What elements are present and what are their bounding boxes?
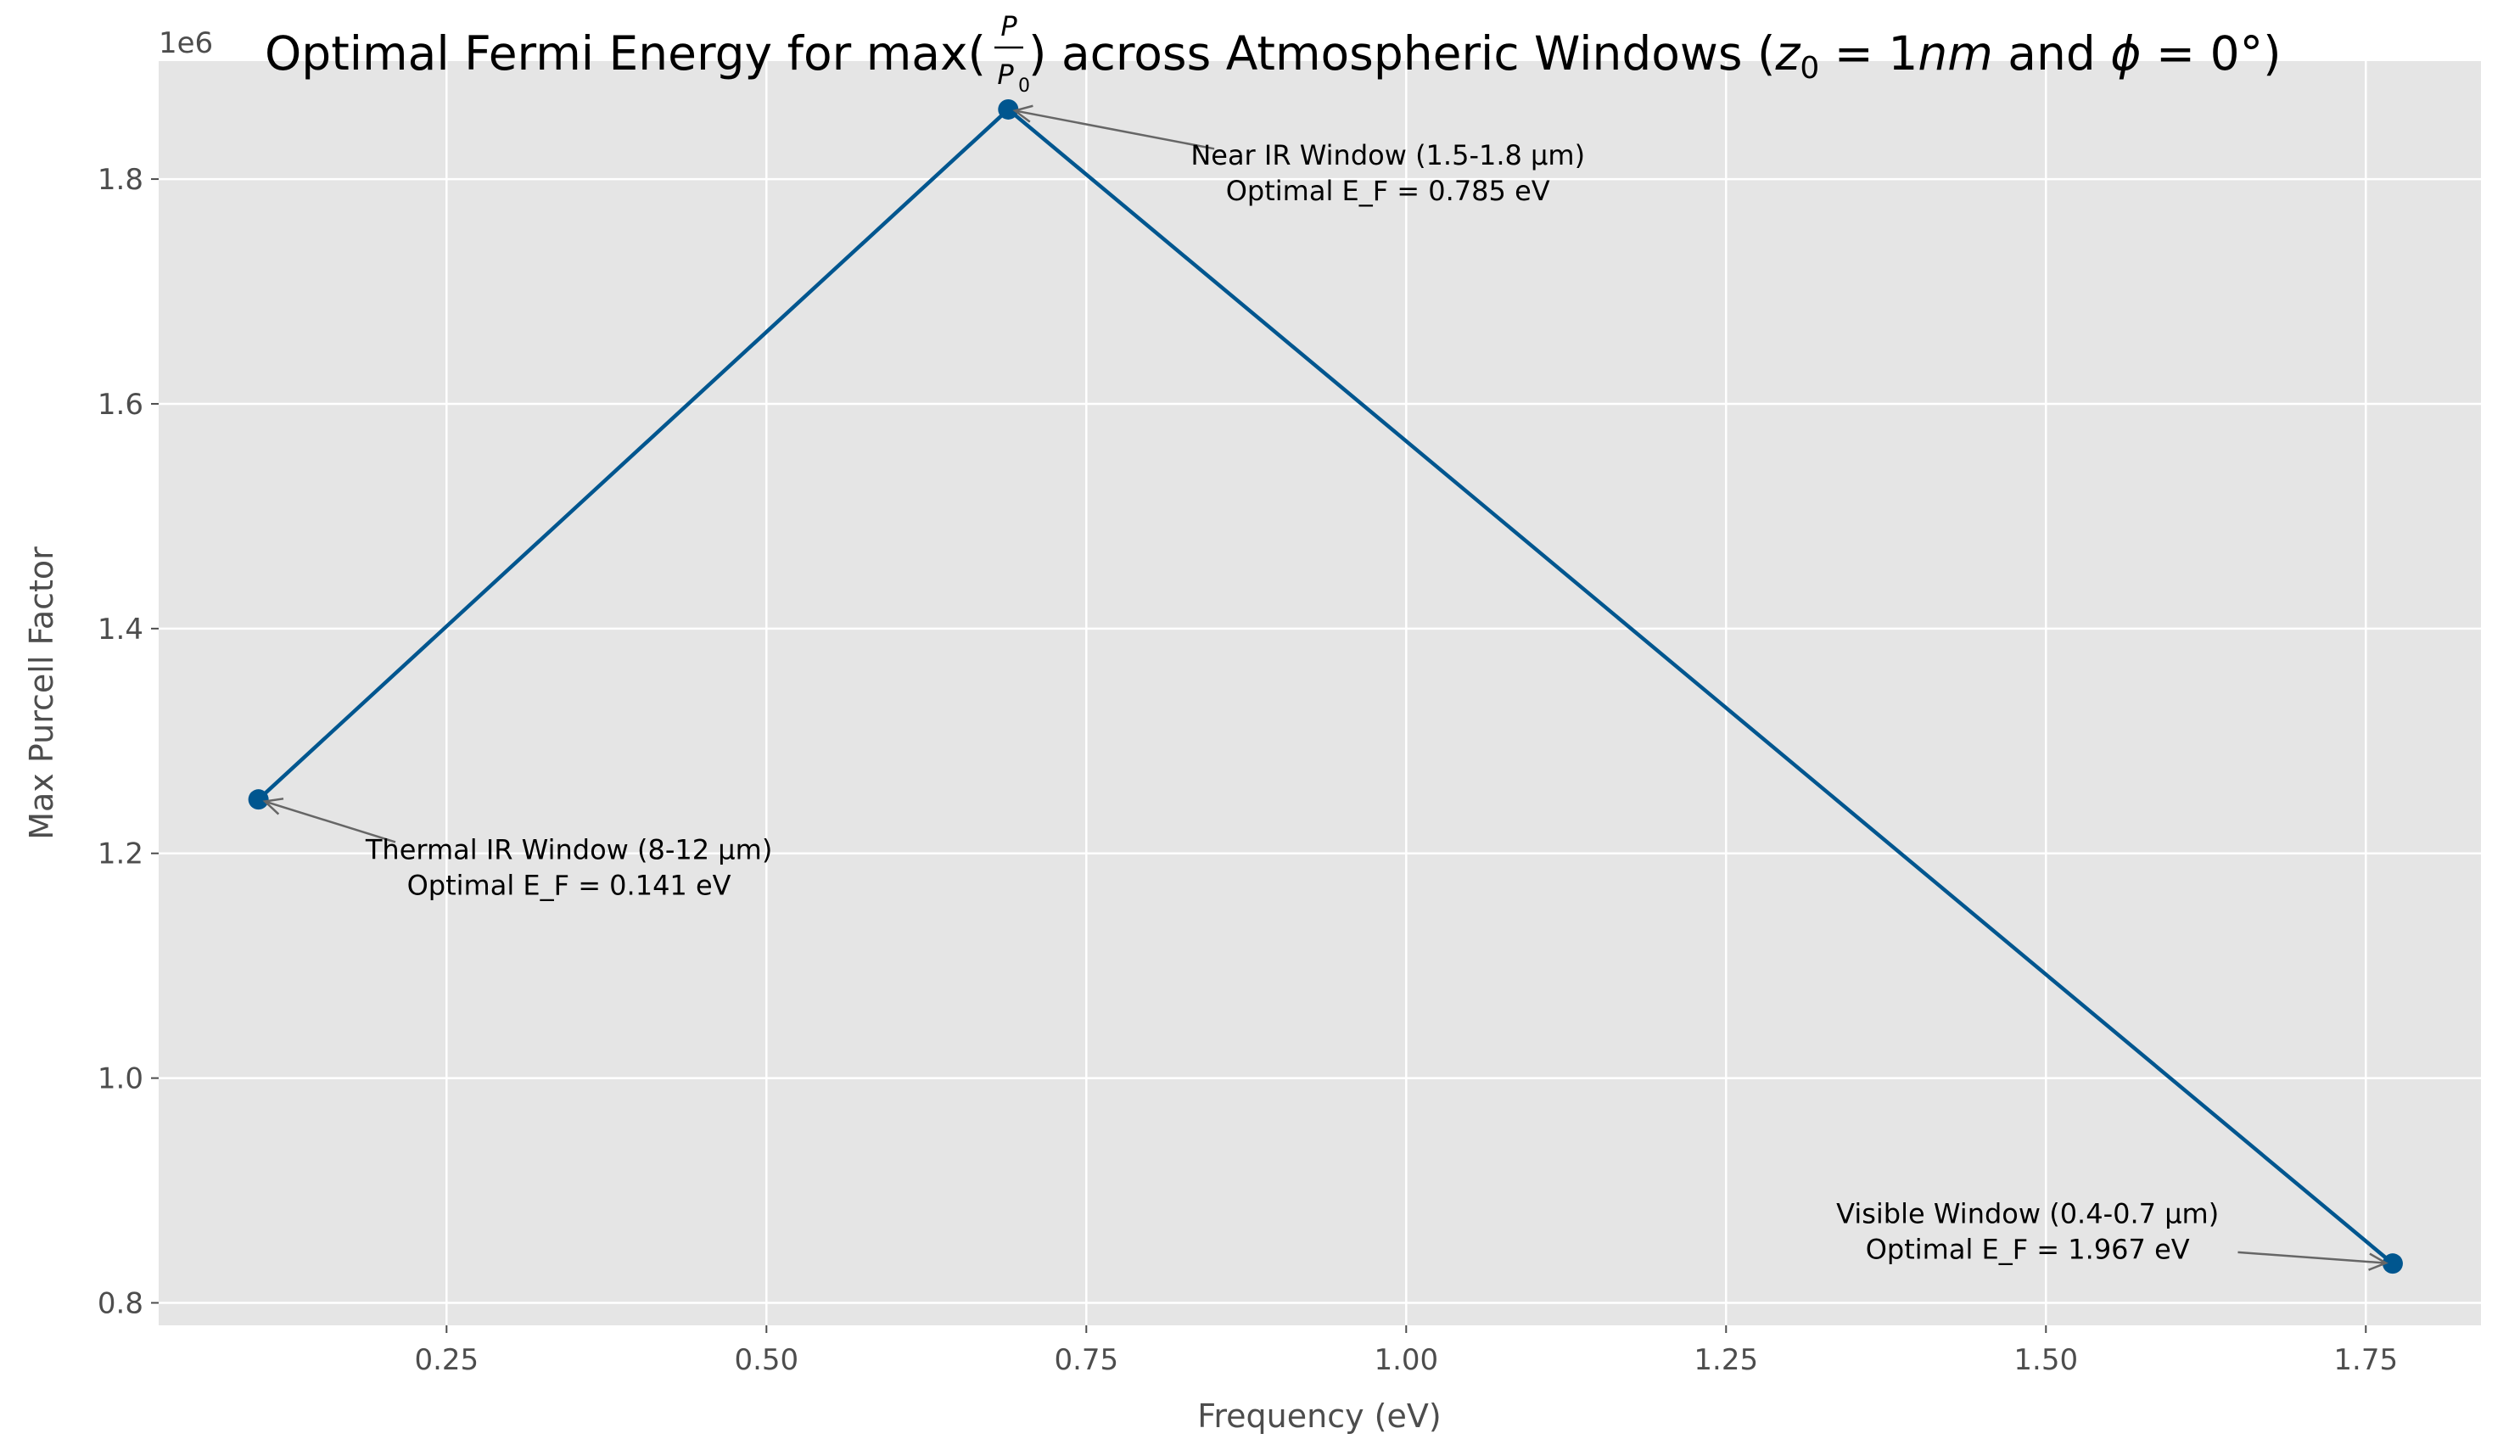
tick-labels: 0.25 0.50 0.75 1.00 1.25 1.50 1.75 0.8 1.0 1.2 1.4… [98,163,2398,1377]
annotation-arrow-shaft [264,800,396,843]
x-tick-label: 1.00 [1374,1343,1438,1377]
title-z: z [1775,26,1801,81]
title-frac-numerator: P [1000,10,1017,42]
y-tick-label: 1.6 [98,388,143,422]
title-fraction: P P 0 [994,10,1030,97]
x-tick-label: 0.25 [414,1343,479,1377]
y-tick-label: 1.0 [98,1062,143,1096]
title-nm: nm [1918,26,1992,81]
title-z-sub: 0 [1800,51,1819,86]
annotation-arrow-head [2368,1252,2388,1271]
x-tick-label: 1.50 [2013,1343,2078,1377]
title-eq1: = 1 [1819,26,1918,81]
y-tick-label: 0.8 [98,1287,143,1321]
annotation-label: Optimal E_F = 1.967 eV [1866,1233,2190,1265]
grid-lines [159,61,2481,1325]
annotation-label: Optimal E_F = 0.785 eV [1226,175,1550,207]
title-eq2: = 0°) [2142,26,2282,81]
title-and: and [1993,26,2110,81]
chart-title: Optimal Fermi Energy for max( P P 0 ) ac… [265,10,2282,97]
x-tick-label: 0.75 [1054,1343,1118,1377]
x-tick-label: 0.50 [734,1343,798,1377]
svg-text:) across Atmospheric Windows (: ) across Atmospheric Windows (z0 = 1nm a… [1028,26,2282,86]
data-point [2382,1253,2403,1274]
x-tick-label: 1.75 [2333,1343,2398,1377]
y-tick-label: 1.2 [98,837,143,871]
series-layer [248,98,2403,1274]
y-tick-label: 1.8 [98,163,143,197]
y-tick-label: 1.4 [98,613,143,647]
annotation-label: Near IR Window (1.5-1.8 μm) [1190,139,1585,171]
title-middle: ) across Atmospheric Windows ( [1028,26,1776,81]
title-frac-denominator: P [997,59,1014,91]
annotation-arrow-shaft [2237,1251,2387,1264]
annotation-label: Thermal IR Window (8-12 μm) [365,833,772,865]
x-axis-label: Frequency (eV) [1197,1397,1441,1435]
annotation-label: Visible Window (0.4-0.7 μm) [1836,1197,2219,1229]
title-frac-subscript: 0 [1018,76,1030,97]
annotations: Thermal IR Window (8-12 μm) Optimal E_F =… [262,104,2388,1271]
tick-marks [151,178,2367,1333]
svg-text:Optimal Fermi Energy for max(: Optimal Fermi Energy for max( [265,26,986,81]
data-point [248,789,269,810]
plot-background [159,61,2481,1325]
title-prefix: Optimal Fermi Energy for max( [265,26,986,81]
y-offset-text: 1e6 [159,26,213,60]
annotation-arrow-head [1012,104,1033,123]
title-phi: ϕ [2110,26,2141,81]
annotation-label: Optimal E_F = 0.141 eV [407,869,731,901]
data-point [998,98,1019,120]
x-tick-label: 1.25 [1694,1343,1758,1377]
annotation-arrow-head [262,798,284,815]
annotation-arrow-shaft [1014,109,1215,150]
y-axis-label: Max Purcell Factor [23,546,60,840]
